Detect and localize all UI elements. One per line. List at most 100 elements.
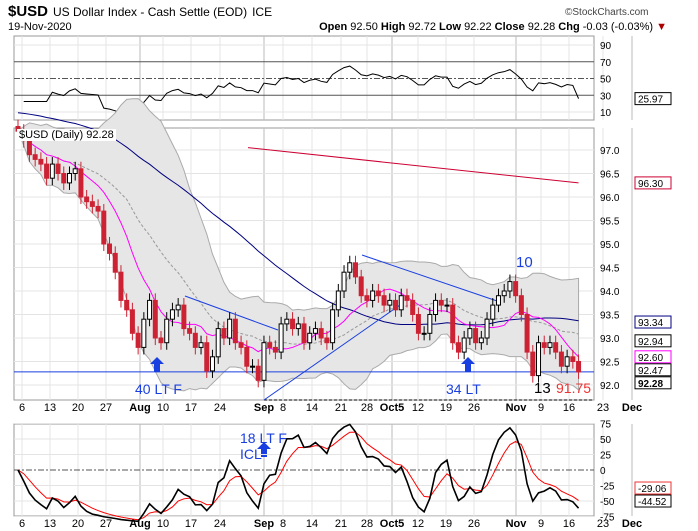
price-tick-label: 92.0 (600, 381, 620, 392)
x-tick-label: 9 (538, 518, 544, 530)
candle-body (32, 154, 38, 160)
ma200-line (247, 147, 579, 184)
x-tick-label: 23 (597, 518, 609, 530)
rsi-tick-label: 10 (600, 108, 612, 119)
candle-body (370, 290, 376, 301)
candle-body (147, 299, 153, 320)
price-label-box (634, 376, 672, 390)
candle-body (204, 342, 210, 372)
candle-body (450, 304, 456, 344)
price-tick-label: 93.0 (600, 334, 620, 345)
price-label-box (634, 363, 672, 377)
candle-body (198, 342, 204, 348)
candle-body (284, 318, 290, 325)
x-tick-label: 17 (185, 518, 197, 530)
annotation-10: 10 (516, 254, 533, 271)
candle-body (78, 168, 84, 198)
osc-signal-line (17, 431, 579, 521)
candle-body (352, 262, 358, 278)
osc-label-box (634, 481, 672, 495)
candle-body (255, 365, 261, 381)
candle-body (415, 314, 421, 334)
candle-body (358, 276, 364, 297)
x-tick-label: 10 (157, 518, 169, 530)
candle-body (272, 346, 278, 353)
candle-body (513, 281, 519, 297)
x-tick-label: 12 (412, 402, 424, 414)
osc-last-label: -29.06 (638, 484, 667, 495)
x-tick-label: Nov (506, 402, 528, 414)
rsi-tick-label: 90 (600, 41, 612, 52)
candle-body (536, 342, 542, 377)
candle-body (192, 332, 198, 348)
candle-body (473, 328, 479, 344)
candle-body (72, 168, 78, 175)
candle-body (38, 158, 44, 165)
candle-body (61, 173, 67, 184)
candle-body (393, 299, 399, 311)
price-label-box (634, 176, 672, 190)
candle-body (495, 295, 501, 306)
x-tick-label: 26 (468, 518, 480, 530)
candle-body (307, 332, 313, 344)
candle-body (375, 290, 381, 297)
x-tick-label: 20 (72, 402, 84, 414)
x-tick-label: 23 (597, 402, 609, 414)
price-label-ma20: 92.94 (638, 337, 663, 348)
x-tick-label: 6 (19, 402, 25, 414)
candle-body (118, 271, 124, 301)
price-label-ma10: 92.60 (638, 353, 663, 364)
trendline (184, 295, 279, 331)
x-tick-label: 14 (306, 402, 318, 414)
candle-body (341, 271, 347, 292)
price-tick-label: 94.5 (600, 264, 620, 275)
candle-body (232, 318, 238, 344)
price-label-box (634, 334, 672, 348)
candle-body (438, 299, 444, 306)
candle-body (404, 295, 410, 301)
trendline (263, 304, 401, 401)
candle-body (124, 299, 130, 311)
candle-body (547, 342, 553, 348)
candle-body (215, 328, 221, 358)
x-tick-label: Nov (506, 518, 528, 530)
candle-body (49, 163, 55, 179)
x-tick-label: 13 (44, 402, 56, 414)
osc-tick-label: 0 (600, 466, 606, 477)
candle-body (421, 332, 427, 335)
candle-body (107, 243, 113, 254)
ma20-line (17, 130, 579, 345)
x-tick-label: 6 (19, 518, 25, 530)
candle-body (95, 205, 101, 212)
x-tick-label: 20 (72, 518, 84, 530)
annotation-40lt: 40 LT F (135, 381, 182, 397)
candle-body (347, 262, 353, 273)
candle-body (484, 318, 490, 339)
osc-tick-label: 75 (600, 420, 612, 431)
candle-body (576, 361, 582, 373)
candle-body (381, 295, 387, 306)
candle-body (461, 337, 467, 353)
x-tick-label: 8 (280, 518, 286, 530)
price-tick-label: 94.0 (600, 287, 620, 298)
candle-body (524, 314, 530, 353)
candle-body (312, 328, 318, 334)
candle-body (84, 196, 90, 203)
price-label-ma200: 96.30 (638, 179, 663, 190)
title-row: $USD US Dollar Index - Cash Settle (EOD)… (8, 3, 272, 20)
candle-body (112, 252, 118, 273)
date: 19-Nov-2020 (8, 21, 72, 33)
candle-body (318, 328, 324, 339)
up-arrow-icon (150, 357, 164, 372)
x-tick-label: 14 (306, 518, 318, 530)
x-tick-label: 19 (440, 402, 452, 414)
candle-body (478, 337, 484, 344)
candle-body (158, 337, 164, 344)
osc-tick-label: -25 (600, 482, 615, 493)
x-tick-label: 24 (214, 518, 226, 530)
candle-body (244, 346, 250, 367)
x-tick-label: 27 (100, 402, 112, 414)
main-legend: $USD (Daily) 92.28 (17, 129, 116, 141)
candle-body (518, 295, 524, 316)
